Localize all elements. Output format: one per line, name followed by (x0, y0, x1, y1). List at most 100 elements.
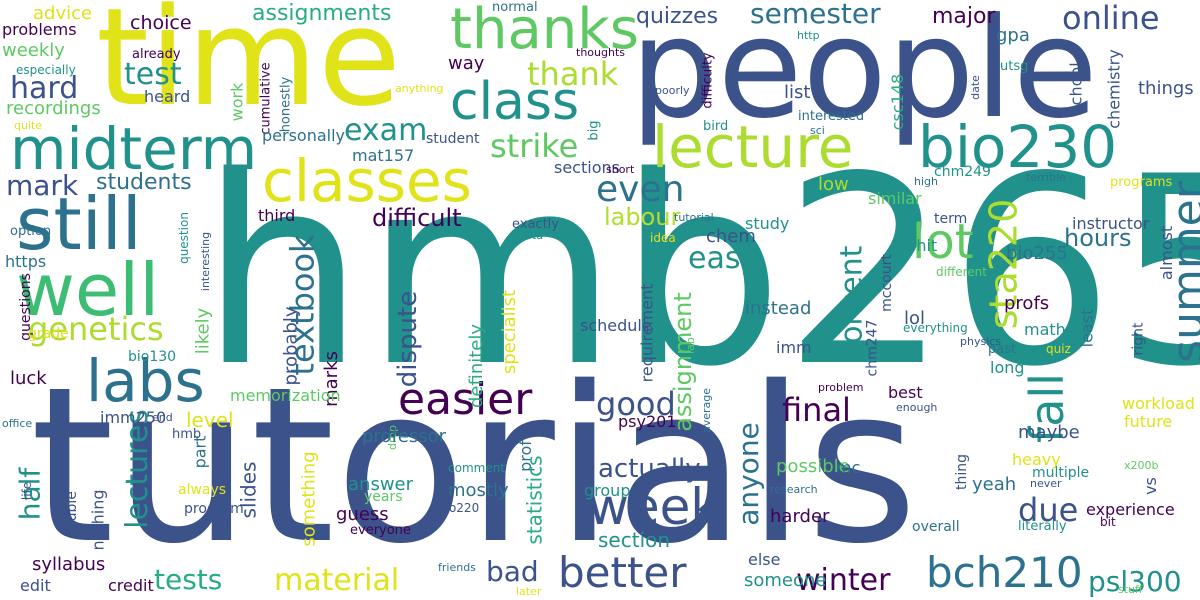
word-quiz: physics (960, 335, 1002, 348)
word-problem: best (888, 383, 923, 402)
word-difficult: difficult (372, 204, 462, 232)
word-term: chem (706, 226, 756, 247)
word-office: maybe (1018, 422, 1080, 443)
word-psy201: hmb (172, 427, 202, 442)
word-past: quiz (1046, 342, 1071, 356)
word-still: still (16, 182, 142, 266)
word-instead: definitely (466, 323, 488, 409)
word-interesting: different (936, 265, 987, 279)
word-tutorial: programs (1110, 175, 1173, 190)
word-labour: labour (604, 203, 681, 231)
word-comment: never (1030, 477, 1062, 490)
word-mc: multiple (1032, 465, 1090, 481)
word-chem: study (745, 214, 790, 233)
word-online: online (1062, 0, 1160, 37)
word-work: cumulative (258, 62, 274, 135)
word-due: due (1018, 491, 1079, 529)
word-already: already (132, 47, 181, 62)
word-specialist: probably (280, 306, 302, 386)
word-winter: winter (796, 563, 891, 598)
word-actually: actually (598, 454, 701, 484)
word-profs: lol (904, 308, 926, 329)
word-nothing: double (63, 491, 80, 539)
word-harder: section (598, 528, 671, 552)
word-strike: strike (490, 127, 579, 165)
word-drop: office (2, 417, 33, 430)
word-double: life (20, 481, 35, 501)
word-time: time (96, 0, 402, 136)
word-friends: edit (20, 576, 51, 595)
word-part: imm250 (100, 408, 167, 427)
word-best: memorization (230, 386, 341, 405)
word-problems: problems (2, 20, 77, 39)
word-exam: exam (344, 113, 428, 148)
word-easier: easier (398, 374, 533, 425)
word-quizzes: quizzes (636, 4, 719, 29)
word-content: content (834, 245, 870, 361)
word-gpa: gpa (996, 25, 1030, 46)
word-physics: everything (903, 321, 968, 335)
word-short: sections (554, 158, 620, 177)
word-years: experience (1086, 500, 1175, 519)
word-bad: bad (486, 555, 539, 588)
word-enough: average (700, 387, 714, 434)
word-imm250: psy201 (618, 412, 677, 431)
word-experience: vs (1140, 477, 1160, 495)
word-interested: csc148 (888, 73, 908, 131)
word-anything: honestly (278, 76, 294, 133)
word-bit: harder (770, 506, 830, 527)
word-never: mc (836, 458, 861, 477)
word-labs: labs (86, 347, 205, 415)
word-questions: https (5, 252, 47, 271)
word-chm247: imm (776, 338, 812, 357)
word-cumulative: sci (810, 124, 825, 137)
word-syllabus: literally (1018, 519, 1067, 534)
word-good: good (596, 385, 676, 423)
word-assignments: assignments (252, 1, 392, 26)
word-hard: hard (10, 71, 79, 106)
word-exactly: question (176, 212, 191, 264)
word-week: week (588, 478, 720, 536)
word-future: enough (896, 401, 938, 414)
word-bch210: bch210 (926, 548, 1083, 597)
word-assignment: assignment (668, 292, 697, 432)
word-maybe: ap (766, 426, 786, 445)
word-later: friends (438, 561, 476, 574)
word-group: comment (448, 461, 506, 475)
word-advice: advice (33, 3, 93, 24)
word-normal: normal (492, 0, 538, 15)
word-genetics: genetics (28, 310, 164, 348)
word-honestly: work (227, 82, 247, 122)
word-heard: heard (144, 87, 191, 106)
word-bird: poorly (655, 84, 690, 97)
word-right: math (1024, 320, 1066, 339)
word-lol: instead (745, 298, 812, 319)
word-thanks: thanks (450, 0, 639, 62)
word-way: way (448, 53, 485, 74)
word-bio255: instructor (1072, 214, 1150, 233)
word-chemistry: chemistry (1104, 49, 1124, 129)
word-everyone: bio220 (438, 501, 480, 515)
word-high: similar (868, 189, 922, 208)
word-chm249: option (10, 224, 52, 239)
word-someone: else (748, 550, 781, 569)
word-credit: syllabus (32, 554, 106, 575)
word-mark: mark (6, 169, 79, 202)
word-tutorials: tutorials (30, 340, 919, 591)
word-heavy: thing (954, 453, 971, 491)
word-bio230: bio230 (918, 113, 1118, 181)
word-people: people (630, 0, 1098, 149)
word-literally: overall (912, 519, 960, 535)
word-almost: term (934, 211, 968, 227)
word-especially: especially (16, 63, 76, 77)
word-test: test (124, 57, 182, 92)
word-imm: bio130 (128, 349, 177, 365)
word-everything: lab (683, 337, 697, 354)
word-mccourt: shit (908, 236, 938, 255)
word-quite: quite (14, 119, 43, 132)
word-better: better (558, 548, 687, 597)
word-similar: low (818, 174, 849, 195)
word-student: personally (262, 126, 346, 145)
word-low: chm249 (934, 164, 991, 180)
word-dispute: dispute (393, 290, 424, 388)
